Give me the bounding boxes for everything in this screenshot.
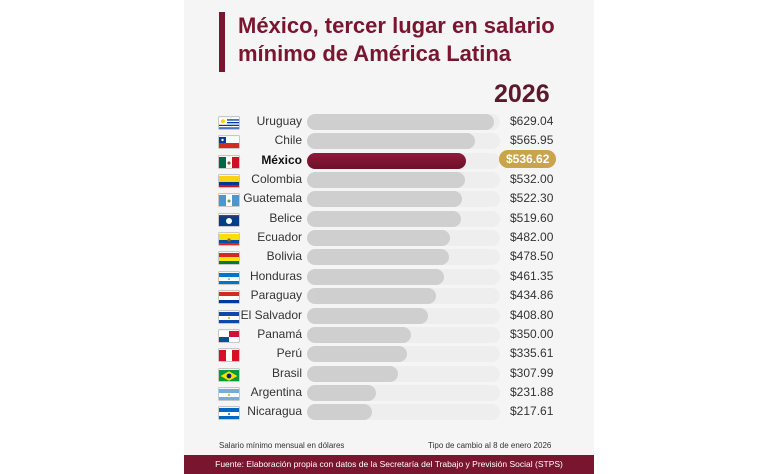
value-label: $434.86 xyxy=(510,288,554,303)
bar xyxy=(307,268,444,285)
chart-row: Uruguay $629.04 xyxy=(0,113,768,132)
el-salvador-flag-icon xyxy=(219,311,239,323)
category-label: Bolivia xyxy=(266,249,302,264)
category-label: Belice xyxy=(269,210,302,225)
category-label: Panamá xyxy=(257,326,302,341)
chart-row: Paraguay $434.86 xyxy=(0,287,768,306)
bar xyxy=(307,307,428,324)
ecuador-flag-icon xyxy=(219,233,239,246)
bar xyxy=(307,133,475,150)
category-label: Perú xyxy=(276,346,302,361)
category-label: Brasil xyxy=(271,365,302,380)
chart-row: Chile $565.95 xyxy=(0,132,768,151)
chart-row: Perú $335.61 xyxy=(0,345,768,364)
bar xyxy=(307,326,411,343)
bar xyxy=(307,288,436,305)
chart-row: Bolivia $478.50 xyxy=(0,248,768,267)
bar xyxy=(307,230,450,247)
bar xyxy=(307,152,466,169)
value-label: $522.30 xyxy=(510,191,554,206)
value-label: $350.00 xyxy=(510,326,554,341)
value-label: $536.62 xyxy=(499,149,557,168)
category-label: México xyxy=(261,152,302,167)
bar xyxy=(307,191,462,208)
chart-row: Honduras $461.35 xyxy=(0,268,768,287)
mexico-flag-icon xyxy=(219,156,239,168)
year-label: 2026 xyxy=(494,80,550,108)
bar xyxy=(307,384,376,401)
chart-row: Argentina $231.88 xyxy=(0,384,768,403)
chart-row: Colombia $532.00 xyxy=(0,171,768,190)
bar xyxy=(307,365,398,382)
category-label: Ecuador xyxy=(257,230,302,245)
bar xyxy=(307,346,407,363)
peru-flag-icon xyxy=(219,349,239,362)
value-label: $532.00 xyxy=(510,172,554,187)
category-label: Honduras xyxy=(249,268,302,283)
chart-row: Nicaragua $217.61 xyxy=(0,403,768,422)
page-title: México, tercer lugar en salario mínimo d… xyxy=(238,13,555,66)
value-label: $519.60 xyxy=(510,210,554,225)
category-label: El Salvador xyxy=(240,307,302,322)
value-label: $217.61 xyxy=(510,404,554,419)
bar xyxy=(307,172,465,189)
guatemala-flag-icon xyxy=(219,194,239,207)
bolivia-flag-icon xyxy=(219,252,239,265)
chart-row: Guatemala $522.30 xyxy=(0,190,768,209)
bar xyxy=(307,114,494,130)
colombia-flag-icon xyxy=(219,175,239,188)
paraguay-flag-icon xyxy=(219,291,239,304)
value-label: $565.95 xyxy=(510,133,554,148)
chart-row: Belice $519.60 xyxy=(0,210,768,229)
footnote-units: Salario mínimo mensual en dólares xyxy=(219,441,345,450)
title-accent-bar xyxy=(219,12,225,72)
source-note: Fuente: Elaboración propia con datos de … xyxy=(184,455,594,474)
brazil-flag-icon xyxy=(219,369,239,381)
chart-row: México $536.62 xyxy=(0,149,768,171)
value-label: $482.00 xyxy=(510,230,554,245)
category-label: Colombia xyxy=(251,172,302,187)
value-label: $335.61 xyxy=(510,346,554,361)
argentina-flag-icon xyxy=(219,388,239,400)
honduras-flag-icon xyxy=(219,272,239,284)
category-label: Nicaragua xyxy=(247,404,302,419)
bar xyxy=(307,210,461,227)
chart-row: Ecuador $482.00 xyxy=(0,229,768,248)
chart-row: Panamá $350.00 xyxy=(0,326,768,345)
category-label: Chile xyxy=(274,133,302,148)
chart-row: El Salvador $408.80 xyxy=(0,307,768,326)
value-label: $629.04 xyxy=(510,114,554,128)
value-label: $231.88 xyxy=(510,384,554,399)
bar xyxy=(307,249,449,266)
category-label: Paraguay xyxy=(250,288,302,303)
category-label: Guatemala xyxy=(243,191,302,206)
panama-flag-icon xyxy=(219,330,239,342)
bar xyxy=(307,404,372,421)
value-label: $478.50 xyxy=(510,249,554,264)
category-label: Uruguay xyxy=(256,114,302,128)
uruguay-flag-icon xyxy=(219,117,239,129)
value-label: $461.35 xyxy=(510,268,554,283)
category-label: Argentina xyxy=(250,384,302,399)
value-label: $408.80 xyxy=(510,307,554,322)
nicaragua-flag-icon xyxy=(219,407,239,420)
footnote-exchange-rate: Tipo de cambio al 8 de enero 2026 xyxy=(428,441,552,450)
chile-flag-icon xyxy=(219,136,239,149)
value-label: $307.99 xyxy=(510,365,554,380)
belize-flag-icon xyxy=(219,214,239,226)
chart-row: Brasil $307.99 xyxy=(0,365,768,384)
